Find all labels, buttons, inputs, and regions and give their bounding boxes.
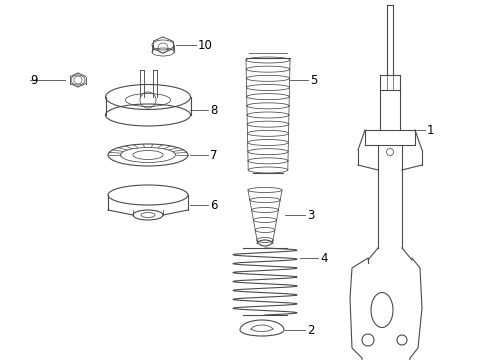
- Text: 1: 1: [427, 123, 435, 136]
- Text: 5: 5: [310, 73, 318, 86]
- Text: 8: 8: [210, 104, 218, 117]
- Text: 7: 7: [210, 149, 218, 162]
- Text: 3: 3: [307, 208, 315, 221]
- Text: 9: 9: [30, 73, 38, 86]
- Text: 4: 4: [320, 252, 327, 265]
- Text: 6: 6: [210, 198, 218, 212]
- Text: 2: 2: [307, 324, 315, 337]
- Text: 10: 10: [198, 39, 213, 51]
